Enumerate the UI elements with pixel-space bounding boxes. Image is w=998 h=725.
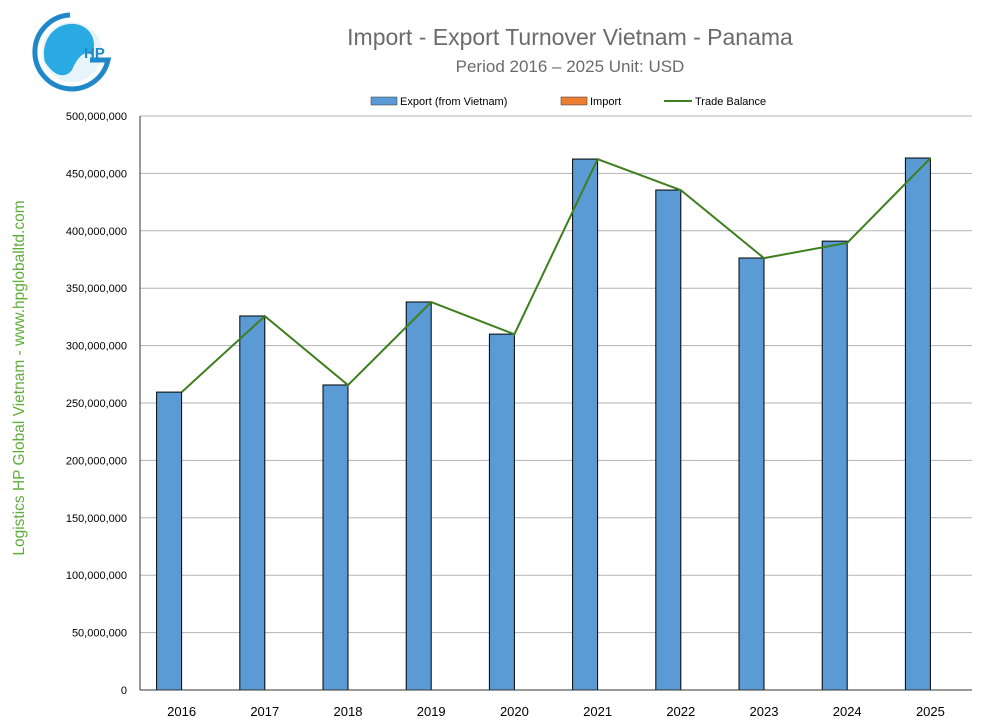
y-tick-label: 200,000,000 bbox=[66, 455, 127, 467]
x-tick-label: 2022 bbox=[666, 704, 695, 719]
y-tick-label: 50,000,000 bbox=[72, 628, 127, 640]
x-tick-label: 2016 bbox=[167, 704, 196, 719]
legend-swatch bbox=[560, 96, 588, 106]
chart-title: Import - Export Turnover Vietnam - Panam… bbox=[347, 24, 793, 50]
export-bar bbox=[488, 333, 515, 691]
export-bar bbox=[156, 391, 183, 691]
legend-label: Export (from Vietnam) bbox=[400, 96, 507, 108]
legend-label: Trade Balance bbox=[695, 96, 766, 108]
export-bar bbox=[738, 257, 765, 691]
y-tick-label: 300,000,000 bbox=[66, 341, 127, 353]
legend-label: Import bbox=[590, 96, 621, 108]
x-tick-label: 2024 bbox=[833, 704, 862, 719]
x-tick-label: 2025 bbox=[916, 704, 945, 719]
export-bar bbox=[821, 240, 848, 691]
y-tick-label: 100,000,000 bbox=[66, 570, 127, 582]
x-tick-label: 2017 bbox=[250, 704, 279, 719]
export-bar bbox=[239, 315, 266, 691]
export-bar bbox=[904, 157, 931, 691]
legend-swatch bbox=[370, 96, 398, 106]
x-tick-label: 2018 bbox=[334, 704, 363, 719]
logo: HP bbox=[32, 12, 112, 92]
svg-text:HP: HP bbox=[84, 45, 105, 62]
export-bar bbox=[572, 158, 599, 691]
x-tick-label: 2019 bbox=[417, 704, 446, 719]
export-bar bbox=[655, 189, 682, 691]
y-tick-label: 400,000,000 bbox=[66, 226, 127, 238]
x-tick-label: 2020 bbox=[500, 704, 529, 719]
x-tick-label: 2021 bbox=[583, 704, 612, 719]
y-tick-label: 450,000,000 bbox=[66, 168, 127, 180]
chart-subtitle: Period 2016 – 2025 Unit: USD bbox=[455, 57, 685, 76]
y-tick-label: 250,000,000 bbox=[66, 398, 127, 410]
y-tick-label: 500,000,000 bbox=[66, 111, 127, 123]
export-bar bbox=[322, 384, 349, 691]
trade-balance-line bbox=[180, 157, 932, 393]
y-tick-label: 350,000,000 bbox=[66, 283, 127, 295]
x-tick-label: 2023 bbox=[750, 704, 779, 719]
y-tick-label: 150,000,000 bbox=[66, 513, 127, 525]
export-bar bbox=[405, 301, 432, 691]
y-tick-label: 0 bbox=[121, 685, 127, 697]
